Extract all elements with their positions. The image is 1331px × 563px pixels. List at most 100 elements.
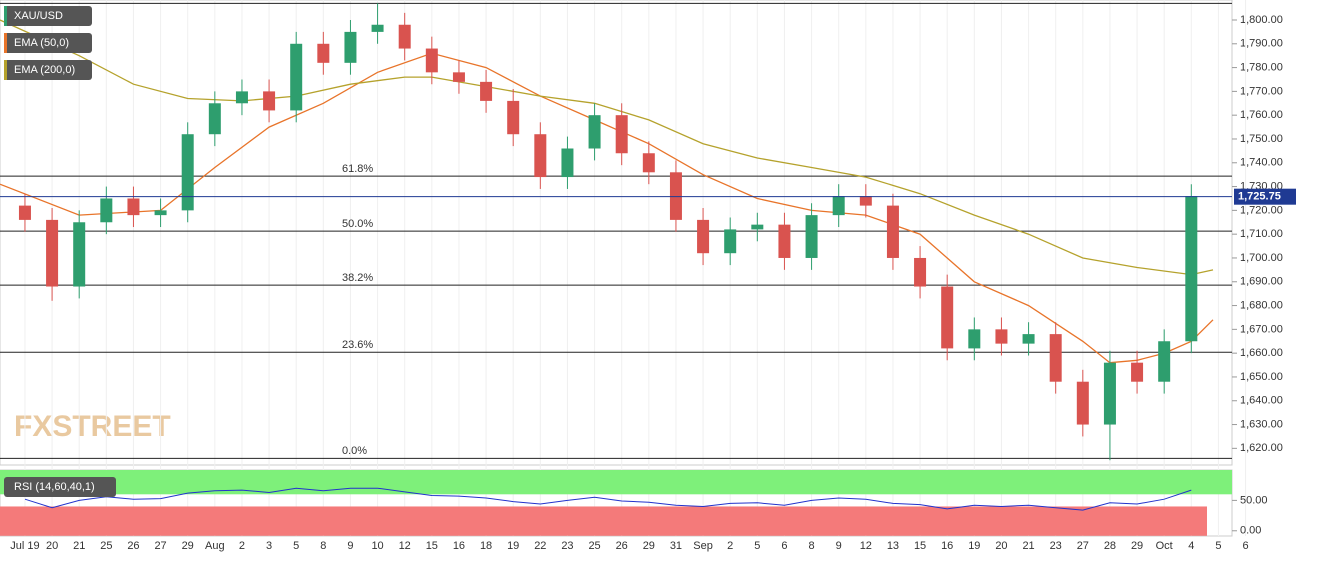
x-tick-label: 16 xyxy=(453,540,465,552)
candle-body xyxy=(534,134,547,178)
candle-body xyxy=(235,91,248,104)
candle xyxy=(1076,369,1089,437)
candle xyxy=(1103,350,1116,461)
candle-body xyxy=(100,198,113,223)
x-tick-label: 12 xyxy=(399,540,411,552)
x-tick-label: 19 xyxy=(507,540,519,552)
candle xyxy=(832,184,845,228)
candle xyxy=(154,198,167,228)
candle-body xyxy=(1022,334,1035,344)
candle xyxy=(642,141,655,185)
x-tick-label: 6 xyxy=(781,540,787,552)
y-tick-label: 1,680.00 xyxy=(1240,299,1283,311)
rsi-tick-label: 50.00 xyxy=(1240,494,1268,506)
legend-swatch xyxy=(4,60,7,80)
x-tick-label: 13 xyxy=(887,540,899,552)
x-tick-label: 26 xyxy=(127,540,139,552)
candle-body xyxy=(914,257,927,287)
candle xyxy=(561,136,574,189)
x-tick-label: 15 xyxy=(914,540,926,552)
x-tick-label: 21 xyxy=(1022,540,1034,552)
legend-label: XAU/USD xyxy=(14,10,63,22)
y-tick-label: 1,790.00 xyxy=(1240,38,1283,50)
x-tick-label: 6 xyxy=(1242,540,1248,552)
y-tick-label: 1,720.00 xyxy=(1240,204,1283,216)
candle xyxy=(208,91,221,147)
x-tick-label: 2 xyxy=(727,540,733,552)
candle-body xyxy=(588,115,601,149)
x-tick-label: 29 xyxy=(643,540,655,552)
y-tick-label: 1,740.00 xyxy=(1240,157,1283,169)
x-tick-label: 5 xyxy=(754,540,760,552)
candle-body xyxy=(886,205,899,258)
candle xyxy=(697,207,710,266)
x-tick-label: 20 xyxy=(46,540,58,552)
candle xyxy=(534,122,547,189)
candle-body xyxy=(805,215,818,258)
y-tick-label: 1,760.00 xyxy=(1240,109,1283,121)
x-tick-label: Jul 19 xyxy=(10,540,39,552)
candle-body xyxy=(1185,196,1198,342)
x-tick-label: 9 xyxy=(347,540,353,552)
candle xyxy=(235,79,248,116)
candle xyxy=(941,274,954,361)
candle xyxy=(100,186,113,235)
candle-body xyxy=(751,224,764,230)
candle-body xyxy=(859,196,872,206)
y-tick-label: 1,670.00 xyxy=(1240,323,1283,335)
x-tick-label: 8 xyxy=(809,540,815,552)
rsi-lower-zone xyxy=(0,506,1207,536)
candle-body xyxy=(73,222,86,287)
y-tick-label: 1,710.00 xyxy=(1240,228,1283,240)
candle xyxy=(425,36,438,85)
candle-body xyxy=(398,24,411,49)
x-tick-label: 29 xyxy=(1131,540,1143,552)
x-tick-label: Aug xyxy=(205,540,225,552)
candle-body xyxy=(1049,334,1062,382)
rsi-line xyxy=(24,487,1192,511)
x-tick-label: 5 xyxy=(1215,540,1221,552)
candle-body xyxy=(832,196,845,216)
candle-body xyxy=(425,48,438,73)
candle xyxy=(18,193,31,232)
candle-body xyxy=(371,24,384,32)
legend-box xyxy=(4,6,92,26)
x-tick-label: 19 xyxy=(968,540,980,552)
y-tick-label: 1,750.00 xyxy=(1240,133,1283,145)
x-tick-label: 4 xyxy=(1188,540,1194,552)
candle xyxy=(859,184,872,218)
candle-body xyxy=(344,31,357,63)
candle xyxy=(968,317,981,361)
candle-body xyxy=(480,81,493,101)
candle xyxy=(805,203,818,270)
candle xyxy=(914,246,927,299)
candle-body xyxy=(290,43,303,111)
y-tick-label: 1,650.00 xyxy=(1240,371,1283,383)
candle-body xyxy=(642,153,655,173)
candle xyxy=(181,122,194,223)
candle xyxy=(1131,350,1144,394)
y-tick-label: 1,640.00 xyxy=(1240,395,1283,407)
candle xyxy=(73,210,86,299)
x-tick-label: 22 xyxy=(534,540,546,552)
candle xyxy=(1049,322,1062,394)
main-panel xyxy=(0,0,1233,466)
y-tick-label: 1,700.00 xyxy=(1240,252,1283,264)
x-tick-label: 21 xyxy=(73,540,85,552)
candle-body xyxy=(561,148,574,178)
x-tick-label: 12 xyxy=(860,540,872,552)
candle xyxy=(507,89,520,147)
candle xyxy=(263,79,276,123)
y-tick-label: 1,630.00 xyxy=(1240,418,1283,430)
candle xyxy=(588,103,601,161)
candle xyxy=(1022,322,1035,356)
x-tick-label: 15 xyxy=(426,540,438,552)
x-tick-label: Sep xyxy=(693,540,713,552)
candle xyxy=(452,60,465,94)
x-tick-label: 26 xyxy=(616,540,628,552)
candle-body xyxy=(46,219,59,287)
candle-body xyxy=(778,224,791,258)
rsi-label: RSI (14,60,40,1) xyxy=(14,481,95,493)
candle xyxy=(615,103,628,166)
